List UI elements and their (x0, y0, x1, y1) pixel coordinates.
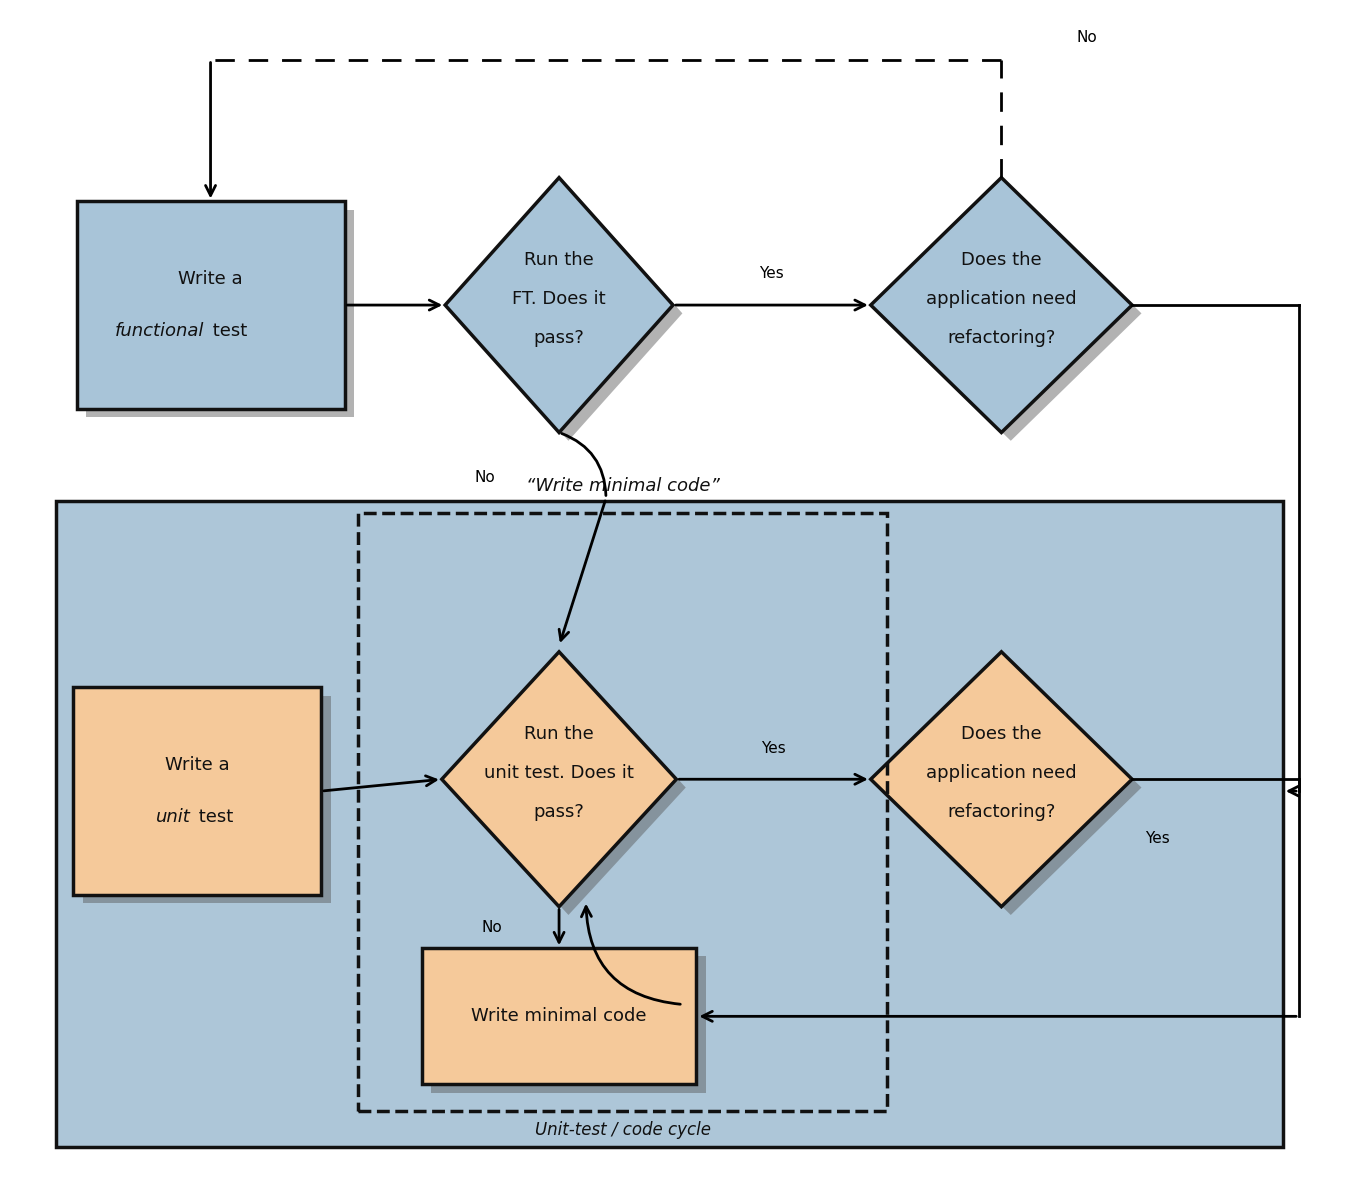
Text: Yes: Yes (1145, 831, 1170, 846)
Text: Unit-test / code cycle: Unit-test / code cycle (534, 1121, 711, 1139)
Text: Yes: Yes (759, 267, 785, 281)
Polygon shape (880, 660, 1141, 915)
Text: unit test. Does it: unit test. Does it (485, 765, 634, 782)
Text: “Write minimal code”: “Write minimal code” (526, 476, 720, 494)
Text: Yes: Yes (760, 741, 786, 755)
Text: test: test (192, 809, 233, 827)
Text: Does the: Does the (961, 725, 1042, 743)
Polygon shape (441, 651, 676, 906)
Text: refactoring?: refactoring? (948, 329, 1055, 348)
Text: pass?: pass? (533, 804, 584, 822)
Text: Write minimal code: Write minimal code (471, 1008, 647, 1025)
Text: No: No (475, 470, 495, 485)
Text: Does the: Does the (961, 251, 1042, 269)
FancyBboxPatch shape (86, 210, 354, 417)
Text: test: test (206, 322, 246, 341)
Polygon shape (880, 186, 1141, 441)
Text: No: No (482, 919, 502, 935)
Text: functional: functional (114, 322, 203, 341)
Polygon shape (871, 177, 1132, 432)
Text: Run the: Run the (524, 725, 594, 743)
Text: Run the: Run the (524, 251, 594, 269)
Polygon shape (455, 186, 682, 441)
FancyBboxPatch shape (73, 687, 322, 894)
Text: refactoring?: refactoring? (948, 804, 1055, 822)
FancyBboxPatch shape (77, 201, 345, 409)
Text: unit: unit (156, 809, 190, 827)
FancyBboxPatch shape (431, 956, 705, 1093)
Text: No: No (1077, 31, 1097, 45)
Polygon shape (871, 651, 1132, 906)
FancyBboxPatch shape (82, 696, 331, 903)
Polygon shape (446, 177, 673, 432)
FancyBboxPatch shape (421, 948, 696, 1085)
Text: application need: application need (926, 765, 1077, 782)
Text: pass?: pass? (533, 329, 584, 348)
Polygon shape (451, 660, 685, 915)
Text: Write a: Write a (178, 270, 242, 288)
Text: application need: application need (926, 291, 1077, 308)
FancyBboxPatch shape (57, 500, 1283, 1147)
Text: FT. Does it: FT. Does it (513, 291, 606, 308)
Text: Write a: Write a (164, 756, 229, 774)
